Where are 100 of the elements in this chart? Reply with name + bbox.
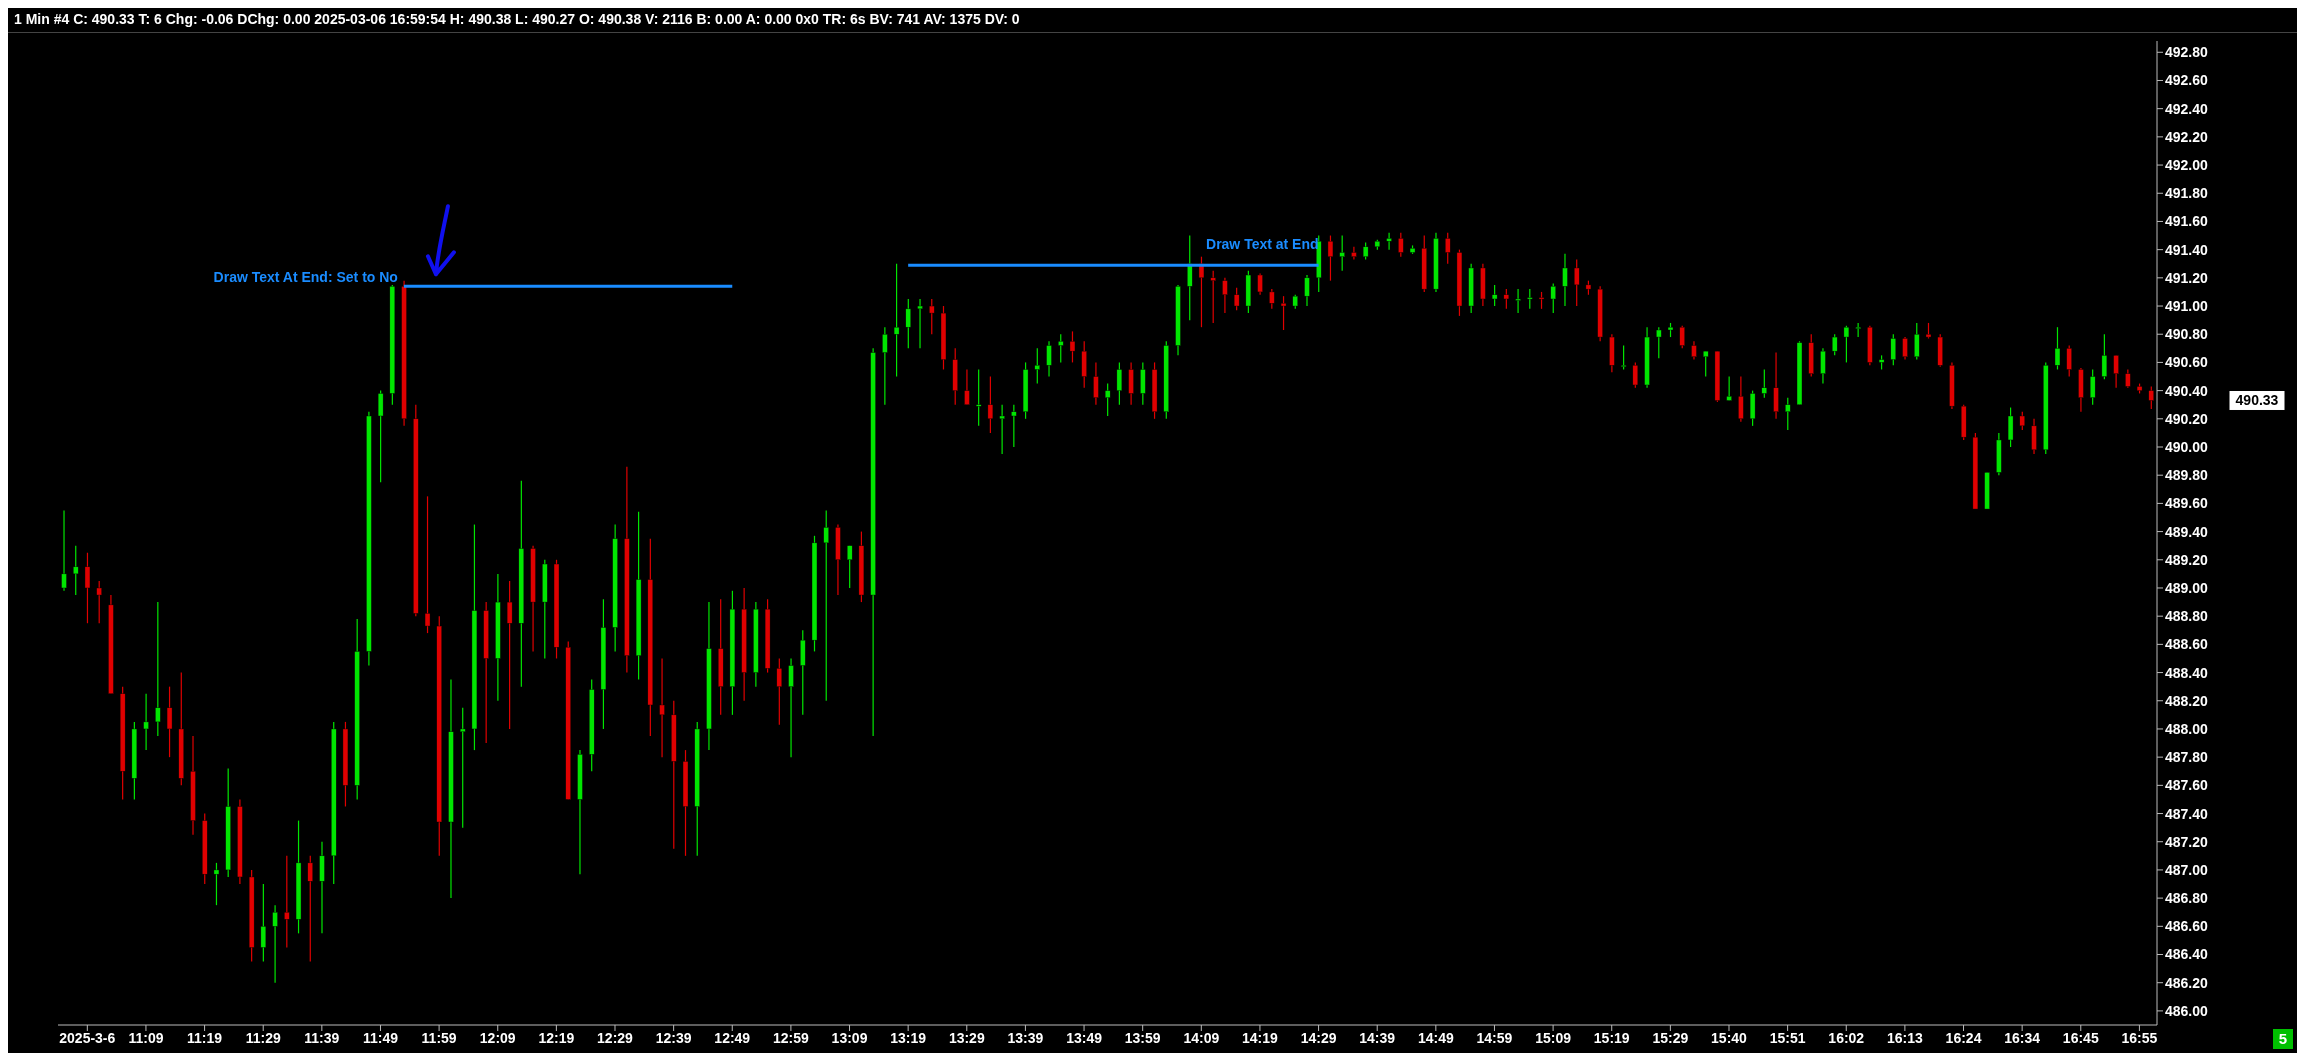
- candlestick: [1574, 258, 1580, 307]
- candlestick: [2054, 326, 2061, 371]
- candlestick: [1632, 361, 1639, 389]
- x-tick-label: 16:55: [2121, 1029, 2158, 1046]
- y-tick-label: 487.80: [2165, 749, 2209, 766]
- candlestick: [2113, 354, 2119, 389]
- candlestick: [999, 404, 1005, 455]
- candlestick: [377, 390, 384, 483]
- candlestick: [1128, 361, 1134, 406]
- x-tick-label: 11:19: [187, 1029, 223, 1046]
- y-tick-label: 489.00: [2165, 579, 2209, 596]
- candlestick: [1069, 330, 1076, 364]
- y-tick-label: 486.40: [2165, 946, 2209, 963]
- candlestick: [1503, 288, 1510, 310]
- y-tick-label: 487.00: [2165, 861, 2209, 878]
- candlestick: [1093, 361, 1099, 406]
- candlestick: [1222, 277, 1228, 314]
- y-tick-label: 492.20: [2165, 128, 2209, 145]
- x-tick-label: 11:09: [128, 1029, 164, 1046]
- candlestick: [1785, 397, 1791, 431]
- candlestick: [1550, 282, 1556, 314]
- x-tick-label: 15:51: [1769, 1029, 1806, 1046]
- candlestick: [213, 862, 220, 906]
- candlestick: [1210, 270, 1216, 324]
- candlestick: [96, 580, 102, 624]
- x-tick-label: 16:13: [1886, 1029, 1923, 1046]
- x-tick-label: 12:09: [479, 1029, 516, 1046]
- y-tick-label: 486.00: [2165, 1002, 2209, 1019]
- candlestick: [776, 657, 783, 726]
- y-tick-label: 491.60: [2165, 213, 2209, 230]
- candlestick: [1398, 232, 1404, 258]
- x-tick-label: 12:29: [597, 1029, 634, 1046]
- candlestick: [1820, 347, 1826, 385]
- candlestick: [1269, 288, 1275, 310]
- candlestick: [284, 855, 290, 949]
- candlestick: [1527, 288, 1533, 310]
- candlestick: [659, 657, 665, 758]
- y-tick-label: 490.60: [2165, 354, 2209, 371]
- candlestick: [1831, 333, 1838, 356]
- x-tick-label: 13:49: [1066, 1029, 1103, 1046]
- x-tick-label: 16:24: [1945, 1029, 1982, 1046]
- candlestick: [1515, 288, 1521, 314]
- candlestick: [929, 298, 935, 335]
- candlestick: [1280, 295, 1287, 331]
- candlestick: [1339, 234, 1345, 272]
- candlestick: [1198, 256, 1205, 328]
- candlestick: [1386, 232, 1392, 251]
- candlestick: [1011, 404, 1017, 448]
- annotation: Draw Text At End: Set to No: [213, 269, 398, 286]
- candlestick: [964, 368, 970, 406]
- y-tick-label: 491.40: [2165, 241, 2209, 258]
- x-tick-label: 14:09: [1183, 1029, 1220, 1046]
- candlestick: [1351, 246, 1357, 261]
- candlestick: [1855, 322, 1861, 338]
- candlestick: [1233, 287, 1240, 311]
- y-tick-label: 492.00: [2165, 157, 2209, 174]
- candlestick: [1140, 361, 1146, 406]
- candlestick: [1890, 333, 1897, 366]
- candlestick: [823, 509, 829, 702]
- x-tick-label: 13:19: [890, 1029, 927, 1046]
- y-tick-label: 486.60: [2165, 918, 2209, 935]
- y-tick-label: 491.80: [2165, 185, 2209, 202]
- candlestick: [2007, 406, 2014, 448]
- candlestick: [506, 580, 513, 730]
- x-tick-label: 15:29: [1652, 1029, 1689, 1046]
- candlestick: [1046, 340, 1052, 378]
- x-tick-label: 14:29: [1300, 1029, 1337, 1046]
- y-tick-label: 489.40: [2165, 523, 2209, 540]
- candlestick: [1843, 325, 1850, 364]
- y-tick-label: 492.80: [2165, 44, 2209, 61]
- y-tick-label: 488.80: [2165, 608, 2209, 625]
- candlestick: [1902, 336, 1908, 361]
- candlestick: [1620, 344, 1627, 371]
- x-tick-label: 13:59: [1124, 1029, 1161, 1046]
- candlestick: [882, 326, 888, 406]
- candlestick: [1773, 351, 1779, 420]
- y-tick-label: 489.80: [2165, 467, 2209, 484]
- x-tick-label: 16:02: [1828, 1029, 1865, 1046]
- candlestick: [1034, 347, 1040, 385]
- y-tick-label: 490.20: [2165, 410, 2209, 427]
- candlestick: [2101, 333, 2108, 380]
- y-tick-label: 488.40: [2165, 664, 2209, 681]
- candlestick: [1702, 350, 1709, 378]
- candlestick: [1104, 382, 1111, 417]
- candlestick: [1187, 234, 1193, 321]
- y-tick-label: 488.60: [2165, 636, 2209, 653]
- candlestick: [2019, 411, 2025, 431]
- candlestick: [2031, 418, 2037, 455]
- y-tick-label: 492.40: [2165, 100, 2209, 117]
- candlestick: [143, 693, 149, 751]
- candlestick: [1914, 322, 1920, 361]
- x-tick-label: 12:49: [714, 1029, 751, 1046]
- candlestick: [260, 883, 267, 963]
- y-tick-label: 488.00: [2165, 720, 2209, 737]
- candlestick: [424, 495, 431, 634]
- candlestick: [84, 552, 91, 624]
- candlestick: [975, 368, 982, 427]
- x-tick-label: 16:45: [2062, 1029, 2099, 1046]
- y-tick-label: 486.20: [2165, 974, 2209, 991]
- candlestick: [1738, 375, 1744, 423]
